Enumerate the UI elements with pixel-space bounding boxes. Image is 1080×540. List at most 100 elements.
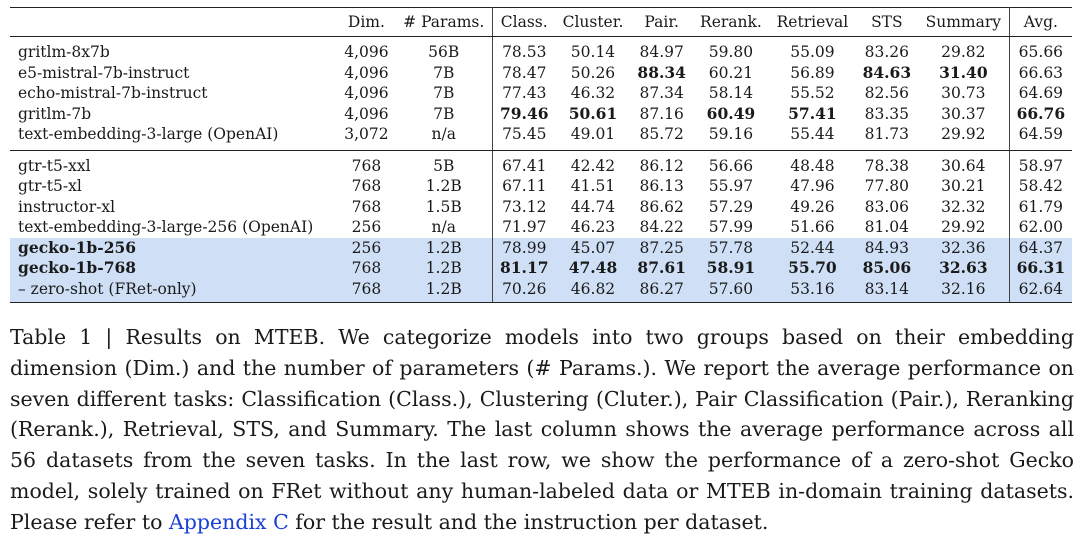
results-table: Dim. # Params. Class. Cluster. Pair. Rer… (10, 7, 1072, 303)
value-cell: 83.14 (855, 278, 918, 303)
value-cell: n/a (395, 217, 494, 238)
value-cell: 768 (351, 197, 382, 216)
value-cell: 66.76 (1016, 103, 1066, 123)
value-cell: 1.2B (395, 258, 494, 279)
header-cell (10, 7, 338, 37)
appendix-link[interactable]: Appendix C (168, 509, 289, 534)
value-cell: 86.13 (639, 177, 684, 195)
table-row: e5-mistral-7b-instruct 4,096 7B 78.47 50.26 8… (10, 62, 1072, 83)
value-cell: 256 (351, 218, 382, 236)
value-cell: 59.80 (708, 43, 754, 61)
value-cell: 30.37 (917, 103, 1010, 124)
table-row: gritlm-7b 4,096 7B 79.46 50.61 87.16 60.49 57.4… (10, 103, 1072, 124)
value-cell: 46.23 (570, 218, 616, 236)
value-cell: 61.79 (1018, 197, 1064, 216)
value-cell: 67.11 (502, 177, 547, 195)
value-cell: 84.97 (639, 43, 684, 61)
model-name-cell: text-embedding-3-large-256 (OpenAI) (18, 218, 314, 236)
value-cell: 66.31 (1009, 258, 1072, 279)
value-cell: 81.17 (492, 258, 556, 279)
value-cell: 47.96 (790, 177, 835, 195)
value-cell: 83.35 (864, 104, 910, 123)
value-cell: 4,096 (344, 43, 389, 61)
value-cell: 57.60 (692, 278, 770, 303)
value-cell: 70.26 (492, 278, 556, 303)
value-cell: 82.56 (864, 84, 910, 102)
value-cell: 88.34 (637, 62, 686, 82)
value-cell: 81.04 (864, 218, 910, 236)
table-body: gritlm-8x7b 4,096 56B 78.53 50.14 84.97 59.80 5… (10, 36, 1072, 303)
value-cell: 62.00 (1018, 218, 1064, 236)
value-cell: 78.99 (492, 237, 556, 258)
value-cell: 768 (351, 156, 382, 175)
header-cell: Pair. (630, 7, 693, 37)
value-cell: 79.46 (499, 103, 549, 123)
value-cell: 5B (395, 150, 494, 176)
value-cell: 58.97 (1018, 156, 1064, 175)
value-cell: 58.14 (708, 84, 754, 102)
model-name-cell: text-embedding-3-large (OpenAI) (10, 124, 338, 151)
value-cell: 65.66 (1018, 43, 1064, 61)
value-cell: 78.38 (864, 156, 910, 175)
value-cell: 86.27 (630, 278, 693, 303)
value-cell: 57.41 (788, 103, 837, 123)
value-cell: 52.44 (769, 237, 856, 258)
value-cell: 78.47 (502, 63, 547, 82)
value-cell: 41.51 (570, 177, 616, 195)
table-row: text-embedding-3-large-256 (OpenAI) 256 n/… (10, 217, 1072, 238)
value-cell: 55.09 (790, 43, 835, 61)
value-cell: 1.2B (395, 176, 494, 197)
value-cell: 81.73 (855, 124, 918, 151)
value-cell: 4,096 (344, 84, 389, 102)
value-cell: 31.40 (917, 62, 1010, 83)
header-cell: Rerank. (692, 7, 770, 37)
header-cell: Class. (492, 7, 556, 37)
value-cell: 87.16 (639, 104, 684, 123)
value-cell: 30.64 (917, 150, 1010, 176)
value-cell: 29.92 (917, 124, 1010, 151)
value-cell: 46.32 (570, 84, 616, 102)
value-cell: 46.82 (555, 278, 631, 303)
model-name-cell: gecko-1b-768 (10, 258, 338, 279)
model-name-cell: gtr-t5-xl (18, 177, 82, 195)
value-cell: 30.73 (917, 83, 1010, 104)
value-cell: n/a (395, 124, 494, 151)
table-row: gritlm-8x7b 4,096 56B 78.53 50.14 84.97 59.80 5… (10, 36, 1072, 63)
value-cell: 67.41 (502, 156, 547, 175)
value-cell: 48.48 (790, 156, 835, 175)
model-name-cell: gritlm-8x7b (18, 43, 110, 61)
value-cell: 84.22 (639, 218, 684, 236)
value-cell: 1.2B (395, 237, 494, 258)
value-cell: 7B (395, 62, 494, 83)
value-cell: 59.16 (692, 124, 770, 151)
value-cell: 57.99 (708, 218, 754, 236)
value-cell: 50.14 (570, 43, 616, 61)
value-cell: 4,096 (344, 104, 389, 123)
value-cell: 60.49 (706, 103, 756, 123)
value-cell: 66.63 (1018, 63, 1064, 82)
value-cell: 1.5B (395, 196, 494, 217)
value-cell: 73.12 (502, 197, 547, 216)
value-cell: 53.16 (769, 278, 856, 303)
value-cell: 49.26 (790, 197, 835, 216)
value-cell: 64.37 (1009, 237, 1072, 258)
value-cell: 83.06 (864, 197, 910, 216)
caption-tail: for the result and the instruction per d… (288, 509, 769, 534)
value-cell: 32.16 (917, 278, 1010, 303)
table-row: echo-mistral-7b-instruct 4,096 7B 77.43 46.3… (10, 83, 1072, 104)
header-cell: Cluster. (555, 7, 631, 37)
value-cell: 75.45 (492, 124, 556, 151)
table-row: gtr-t5-xl 768 1.2B 67.11 41.51 86.13 55.97 47.9… (10, 176, 1072, 197)
value-cell: 29.82 (917, 36, 1010, 63)
value-cell: 60.21 (708, 63, 754, 82)
model-name-cell: echo-mistral-7b-instruct (18, 84, 208, 102)
value-cell: 78.53 (502, 43, 547, 61)
value-cell: 256 (337, 237, 396, 258)
table-row: – zero-shot (FRet-only) 768 1.2B 70.26 46.82… (10, 278, 1072, 303)
table-row: gecko-1b-768 768 1.2B 81.17 47.48 87.61 58.91 5… (10, 258, 1072, 279)
model-name-cell: gecko-1b-256 (10, 237, 338, 258)
value-cell: 55.97 (708, 177, 754, 195)
model-name-cell: e5-mistral-7b-instruct (18, 63, 190, 82)
value-cell: 49.01 (555, 124, 631, 151)
header-cell: # Params. (395, 7, 494, 37)
